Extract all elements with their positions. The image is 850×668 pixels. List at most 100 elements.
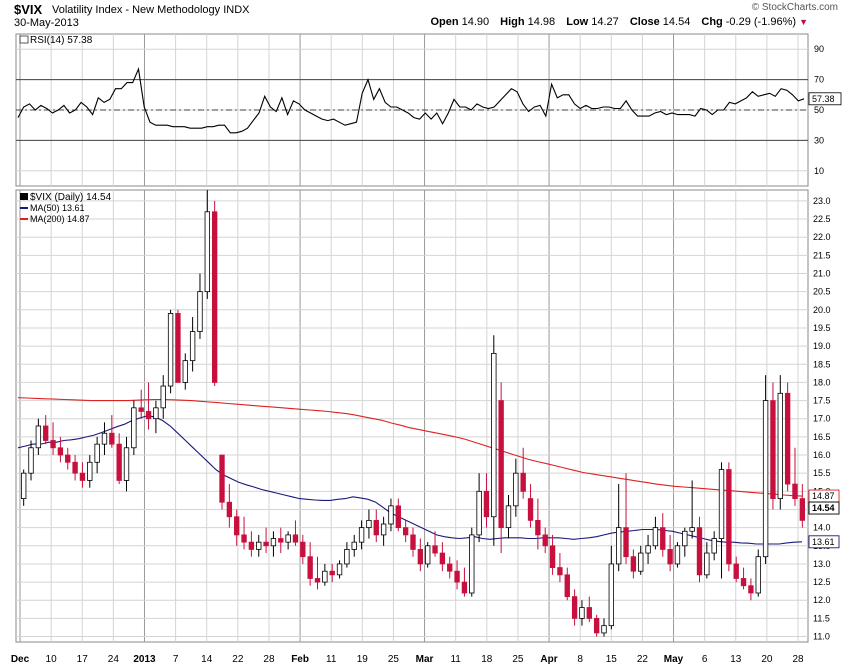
price-candle [527,484,534,528]
candle-body [513,472,519,507]
x-tick-label: Mar [416,654,434,665]
open-value: 14.90 [461,16,490,28]
candle-body [153,407,159,420]
price-candle [564,567,570,601]
price-candle [799,484,806,528]
price-candle [579,600,585,626]
price-candle [256,534,262,557]
candle-body [483,490,490,518]
price-candle [718,462,725,579]
rsi-last-value-label: 57.38 [812,94,835,104]
candle-body [72,461,78,474]
price-candle [616,484,622,572]
candle-body [358,527,365,543]
x-tick-label: Feb [291,654,309,665]
candle-body [535,519,541,536]
price-candle [35,418,42,456]
candle-body [226,501,233,518]
ohlc-readout: Open 14.90 High 14.98 Low 14.27 Close 14.54 … [422,16,808,28]
candle-body [777,392,783,499]
x-tick-label: 25 [512,654,524,665]
x-tick-label: Dec [11,654,30,665]
x-tick-label: 11 [326,654,337,665]
price-tag-box [808,501,840,515]
candle-body [498,400,504,529]
price-candle [513,458,519,517]
price-candle [292,520,299,546]
candle-body [696,527,703,576]
chart-date: 30-May-2013 [14,17,79,29]
x-tick-label: 14 [201,654,213,665]
candle-body [248,541,255,550]
price-y-tick-label: 19.5 [813,323,831,333]
candle-body [329,570,335,576]
price-candle [792,447,798,506]
price-candle [755,549,761,597]
price-y-tick-label: 22.0 [813,232,831,242]
price-candle [417,538,424,572]
price-candle [20,469,27,506]
candle-body [608,563,615,627]
price-candle [652,516,659,550]
candle-body [601,625,607,634]
candle-body [256,541,262,550]
chg-value: -0.29 (-1.96%) [725,16,797,28]
price-candle [586,596,592,623]
price-panel-frame [15,189,809,643]
candle-body [616,527,622,565]
price-candle [660,513,666,557]
x-tick-label: 25 [388,654,400,665]
symbol-title: $VIX [14,2,43,17]
price-legend: $VIX (Daily) 14.54 [30,192,112,203]
price-candle [322,563,328,586]
price-candle [726,462,732,572]
candle-body [491,352,497,518]
price-candle [219,454,225,510]
x-tick-label: 24 [108,654,120,665]
candle-body [373,519,379,536]
price-candle [285,531,291,550]
price-candle [601,618,607,637]
price-candle [432,531,438,557]
price-tag-label: 14.87 [812,491,835,501]
candle-body [189,331,196,362]
x-tick-label: Apr [540,654,557,665]
price-candle [608,545,615,630]
brand-logo[interactable]: © StockCharts.com [751,2,838,13]
price-tag-label: 13.61 [812,537,835,547]
candle-body [344,549,350,565]
price-candle [762,375,769,564]
price-candle [270,531,277,557]
price-candle [366,509,372,539]
candle-body [175,313,181,383]
chg-label: Chg [701,16,723,28]
down-arrow-icon: ▼ [799,17,808,27]
price-candle [123,436,130,492]
price-y-tick-label: 20.5 [813,287,831,297]
rsi-legend-icon [19,35,29,44]
x-tick-label: 15 [606,654,618,665]
candle-body [79,472,86,481]
x-tick-label: 20 [761,654,773,665]
x-tick-label: 28 [263,654,275,665]
candle-body [336,563,343,576]
price-candle [748,578,754,601]
candle-body [689,527,695,532]
price-candle [682,527,688,557]
price-candle [160,375,166,419]
price-candle [425,542,431,568]
price-y-tick-label: 11.5 [813,613,830,623]
price-candle [395,498,401,532]
price-candle [131,400,137,456]
candle-body [145,411,152,420]
price-tag-label: 14.54 [812,503,835,513]
candle-body [167,313,174,387]
price-y-tick-label: 20.0 [813,305,831,315]
candle-body [395,505,401,529]
candle-body [623,527,629,558]
candle-body [182,360,188,383]
x-tick-label: 17 [77,654,89,665]
candle-body [94,443,100,463]
price-candle [623,473,629,564]
